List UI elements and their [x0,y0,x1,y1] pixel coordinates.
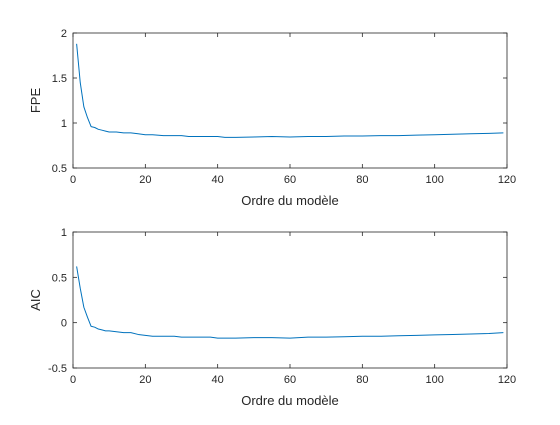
fpe-plot-area [73,33,507,168]
aic-x-tick-label: 40 [212,374,224,386]
fpe-y-tick-label: 1.5 [52,73,67,85]
aic-x-tick-label: 0 [70,374,76,386]
fpe-x-axis-label: Ordre du modèle [241,193,339,208]
aic-y-tick-label: 0.5 [52,272,67,284]
fpe-x-tick-label: 100 [425,174,443,186]
aic-y-axis-label: AIC [28,289,43,311]
aic-y-tick-label: 0 [61,318,67,330]
aic-y-tick-label: 1 [61,227,67,239]
fpe-x-tick-label: 80 [356,174,368,186]
fpe-x-tick-label: 20 [139,174,151,186]
fpe-x-tick-label: 40 [212,174,224,186]
aic-x-tick-label: 60 [284,374,296,386]
fpe-y-tick-label: 0.5 [52,163,67,175]
aic-x-tick-label: 20 [139,374,151,386]
fpe-subplot: 0 20 40 60 80 100 120 0.5 1 1.5 2 Ordre du modèle… [28,28,516,208]
fpe-x-tick-label: 120 [498,174,516,186]
aic-y-tick-label: -0.5 [48,363,67,375]
aic-x-tick-label: 80 [356,374,368,386]
fpe-x-tick-label: 60 [284,174,296,186]
fpe-y-axis-label: FPE [28,88,43,114]
fpe-x-tick-label: 0 [70,174,76,186]
aic-x-tick-label: 120 [498,374,516,386]
aic-x-axis-label: Ordre du modèle [241,393,339,408]
fpe-y-tick-label: 2 [61,28,67,40]
aic-plot-area [73,232,507,368]
aic-x-tick-label: 100 [425,374,443,386]
fpe-y-tick-label: 1 [61,118,67,130]
aic-subplot: 0 20 40 60 80 100 120 -0.500.51 Ordre du modèl… [28,227,516,408]
